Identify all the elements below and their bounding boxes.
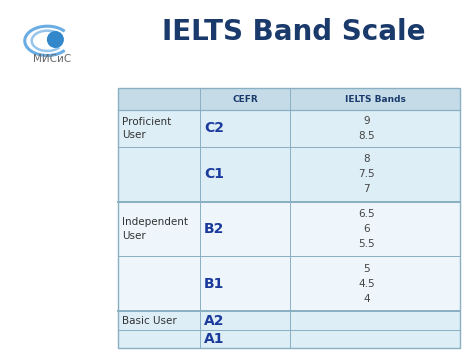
Bar [118,330,460,348]
Bar [118,110,460,147]
Circle shape [47,32,63,47]
Bar [118,256,460,311]
Bar [118,147,460,202]
Bar [118,202,460,256]
Text: IELTS Bands: IELTS Bands [345,94,405,104]
Text: A2: A2 [204,313,225,328]
Text: 6.5
6
5.5: 6.5 6 5.5 [358,209,375,249]
Text: Independent
User: Independent User [122,217,188,241]
Bar [118,88,460,348]
Text: IELTS Band Scale: IELTS Band Scale [162,18,426,46]
Text: МИСиС: МИСиС [33,54,71,65]
Text: Proficient
User: Proficient User [122,117,171,140]
Text: 9
8.5: 9 8.5 [358,116,375,141]
Text: CEFR: CEFR [232,94,258,104]
Text: 8
7.5
7: 8 7.5 7 [358,154,375,194]
Text: C1: C1 [204,167,224,181]
Bar [118,88,460,110]
Text: B1: B1 [204,277,224,291]
Text: Basic User: Basic User [122,316,177,326]
Text: A1: A1 [204,332,225,346]
Text: B2: B2 [204,222,224,236]
Text: C2: C2 [204,121,224,135]
Bar [118,311,460,330]
Text: 5
4.5
4: 5 4.5 4 [358,264,375,304]
